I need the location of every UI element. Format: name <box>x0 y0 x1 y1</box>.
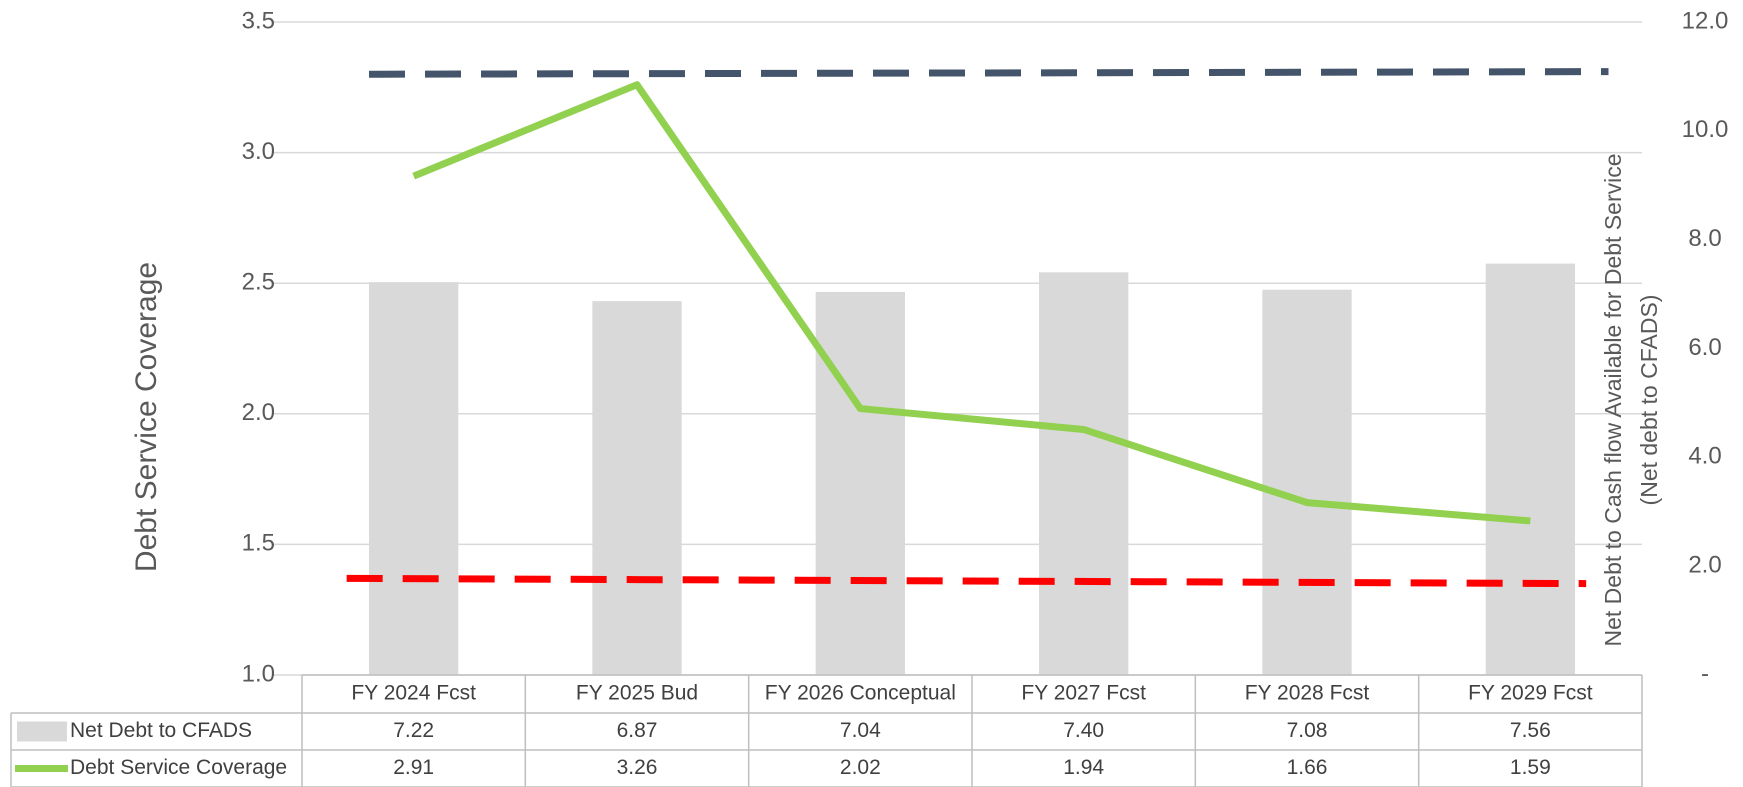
bar <box>1262 289 1352 675</box>
legend-label: Net Debt to CFADS <box>70 719 252 742</box>
y2-axis-title: (Net debt to CFADS) <box>1636 295 1662 506</box>
data-label: 2.91 <box>393 756 434 779</box>
y2-tick-label: 10.0 <box>1682 116 1729 143</box>
data-label: 1.94 <box>1063 756 1104 779</box>
y2-tick-label: 8.0 <box>1688 225 1721 252</box>
category-label: FY 2029 Fcst <box>1468 682 1593 705</box>
category-label: FY 2027 Fcst <box>1021 682 1146 705</box>
reference-line <box>368 68 1609 78</box>
bar <box>592 301 682 675</box>
data-label: 6.87 <box>617 719 658 742</box>
y-tick-label: 2.5 <box>242 269 275 296</box>
y-tick-label: 1.0 <box>242 660 275 687</box>
y-tick-label: 3.5 <box>242 7 275 34</box>
data-label: 2.02 <box>840 756 881 779</box>
data-label: 7.40 <box>1063 719 1104 742</box>
data-label: 3.26 <box>617 756 658 779</box>
bar <box>1485 263 1575 675</box>
y-tick-label: 2.0 <box>242 399 275 426</box>
data-label: 7.08 <box>1287 719 1328 742</box>
y2-tick-label: 6.0 <box>1688 334 1721 361</box>
line <box>412 81 1531 525</box>
y2-tick-label: 12.0 <box>1682 7 1729 34</box>
legend-swatch <box>17 721 67 742</box>
category-label: FY 2026 Conceptual <box>765 682 956 705</box>
data-label: 1.66 <box>1287 756 1328 779</box>
data-label: 7.56 <box>1510 719 1551 742</box>
y2-tick-label: 2.0 <box>1688 552 1721 579</box>
reference-line <box>346 574 1587 588</box>
bar <box>815 291 905 675</box>
y2-tick-label: - <box>1701 660 1709 687</box>
bar <box>1039 272 1129 675</box>
category-label: FY 2025 Bud <box>576 682 698 705</box>
y-tick-label: 3.0 <box>242 138 275 165</box>
data-label: 1.59 <box>1510 756 1551 779</box>
category-label: FY 2024 Fcst <box>351 682 476 705</box>
y2-axis-title: Net Debt to Cash flow Available for Debt… <box>1600 153 1626 646</box>
data-label: 7.22 <box>393 719 434 742</box>
y2-tick-label: 4.0 <box>1688 443 1721 470</box>
bar <box>369 282 459 675</box>
legend-label: Debt Service Coverage <box>70 756 287 779</box>
data-label: 7.04 <box>840 719 881 742</box>
category-label: FY 2028 Fcst <box>1245 682 1370 705</box>
y-axis-title: Debt Service Coverage <box>130 262 163 572</box>
y-tick-label: 1.5 <box>242 530 275 557</box>
